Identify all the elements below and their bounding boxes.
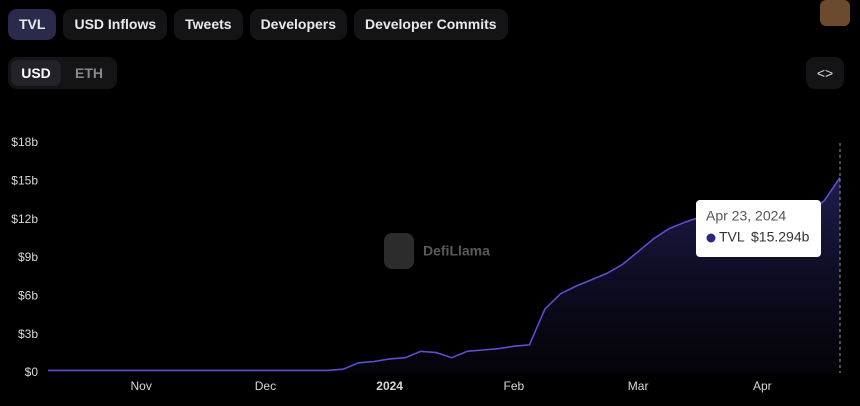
- toggle-option[interactable]: ETH: [75, 65, 103, 81]
- x-tick-label: Nov: [131, 379, 152, 393]
- watermark: DefiLlama: [384, 233, 490, 269]
- tooltip: Apr 23, 2024 TVL $15.294b: [696, 200, 821, 257]
- area-fill: [48, 177, 840, 373]
- x-tick-label: Apr: [753, 379, 772, 393]
- tab[interactable]: USD Inflows: [63, 9, 168, 40]
- y-tick-label: $9b: [18, 250, 38, 264]
- tooltip-dot: [706, 233, 716, 243]
- x-tick-label: Dec: [255, 379, 276, 393]
- embed-button[interactable]: <>: [806, 57, 844, 89]
- y-tick-label: $15b: [11, 174, 38, 188]
- tooltip-box: [696, 200, 821, 257]
- x-tick-label: 2024: [376, 379, 403, 393]
- watermark-text: DefiLlama: [423, 243, 490, 259]
- tooltip-value: $15.294b: [751, 229, 810, 245]
- tab[interactable]: Developer Commits: [354, 9, 508, 40]
- tab-bar: TVL USD Inflows Tweets Developers Develo…: [8, 9, 508, 40]
- tab[interactable]: TVL: [8, 9, 57, 40]
- y-tick-label: $12b: [11, 212, 38, 226]
- y-tick-label: $0: [25, 365, 39, 379]
- y-tick-label: $18b: [11, 135, 38, 149]
- x-tick-label: Mar: [628, 379, 649, 393]
- y-tick-label: $6b: [18, 289, 38, 303]
- toggle-option[interactable]: USD: [11, 60, 61, 86]
- avatar[interactable]: [820, 0, 850, 26]
- currency-toggle: USD ETH: [8, 57, 117, 89]
- tab[interactable]: Tweets: [174, 9, 243, 40]
- x-tick-label: Feb: [504, 379, 525, 393]
- y-tick-label: $3b: [18, 327, 38, 341]
- tooltip-title: Apr 23, 2024: [706, 208, 786, 224]
- tab[interactable]: Developers: [249, 9, 348, 40]
- tooltip-series: TVL: [719, 229, 745, 245]
